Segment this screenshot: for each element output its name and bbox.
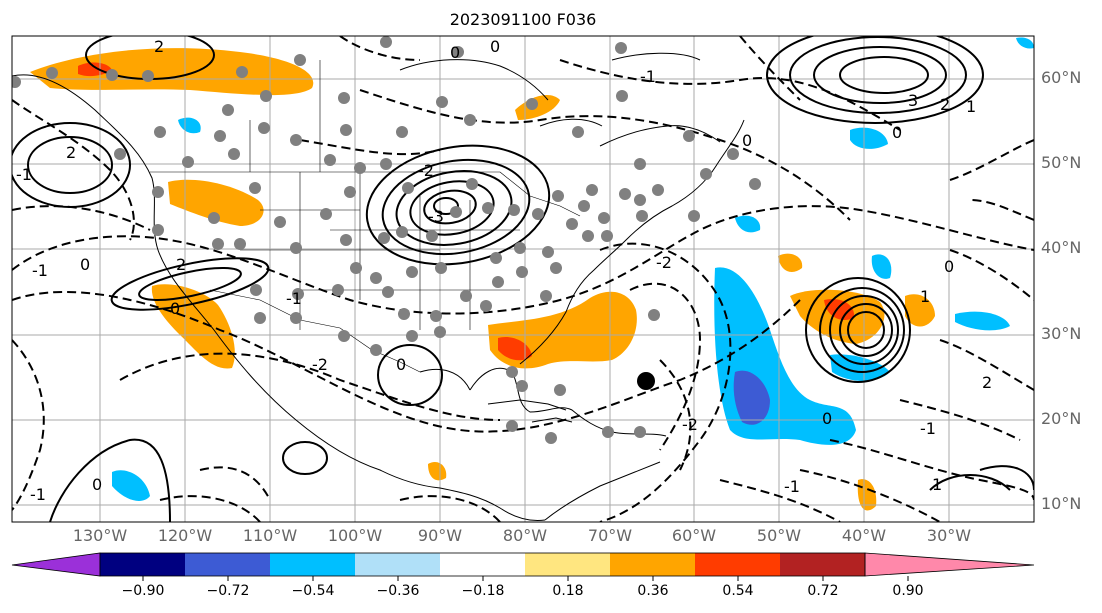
contour-label: 2 [982, 373, 992, 392]
contour-label: 3 [908, 91, 918, 110]
contour-label: 0 [450, 43, 460, 62]
colorbar-tick-label: 0.36 [637, 583, 669, 599]
contour-label: -1 [640, 67, 656, 86]
colorbar-segment [695, 553, 780, 576]
shade-negative-small-3 [1016, 37, 1034, 49]
contour-label: -1 [16, 165, 32, 184]
shade-positive-sw [151, 284, 235, 369]
colorbar-segment [100, 553, 185, 576]
contour-label: 0 [92, 475, 102, 494]
highlight-marker [637, 372, 655, 390]
shade-positive-east [905, 294, 935, 327]
shade-negative-atlantic-core [733, 370, 770, 425]
contour-label-group: 2 0 0 -1 3 2 1 0 0 2 -1 -1 0 2 0 -1 0 -3… [16, 37, 992, 504]
shade-negative-small-1 [178, 117, 201, 134]
shade-positive-west [168, 179, 264, 226]
contour-label: -1 [30, 485, 46, 504]
contour-label: -2 [418, 161, 434, 180]
contour-label: 0 [944, 257, 954, 276]
lat-label-30n: 30°N [1041, 324, 1082, 343]
colorbar-segment [525, 553, 610, 576]
map-frame [11, 35, 1035, 523]
lat-label-50n: 50°N [1041, 153, 1082, 172]
shaded-fields [30, 37, 1034, 511]
lon-label-90w: 90°W [417, 526, 463, 545]
shade-negative-storm [830, 354, 890, 381]
colorbar [11, 552, 1035, 581]
colorbar-segment [440, 553, 525, 576]
lon-label-80w: 80°W [502, 526, 548, 545]
shade-negative-north [850, 127, 888, 149]
colorbar-tick-label: 0.18 [552, 583, 584, 599]
lon-label-50w: 50°W [756, 526, 802, 545]
colorbar-tick-label: 0.72 [807, 583, 839, 599]
lat-label-40n: 40°N [1041, 238, 1082, 257]
colorbar-segment [270, 553, 355, 576]
colorbar-tick-label: 0.54 [722, 583, 754, 599]
contour-label: 2 [66, 143, 76, 162]
lon-label-30w: 30°W [926, 526, 972, 545]
contour-label: 0 [490, 37, 500, 56]
colorbar-tick-label: 0.90 [892, 583, 924, 599]
contour-label: -2 [656, 253, 672, 272]
shade-positive-nw-core [78, 62, 112, 77]
contour-label: -1 [286, 289, 302, 308]
lon-label-120w: 120°W [157, 526, 213, 545]
colorbar-segment [185, 553, 270, 576]
shade-positive-small-2 [428, 461, 447, 481]
contour-label: -2 [682, 415, 698, 434]
colorbar-extend-right [864, 552, 1035, 577]
lat-label-60n: 60°N [1041, 68, 1082, 87]
shade-negative-east-2 [871, 254, 892, 279]
shade-positive-gulf-core [498, 336, 532, 361]
shade-negative-small-2 [112, 470, 150, 501]
colorbar-tick-label: −0.36 [376, 583, 420, 599]
shade-positive-small-1 [778, 253, 803, 272]
contour-label: 2 [154, 37, 164, 56]
shade-positive-labrador [515, 95, 560, 120]
contour-label: 1 [966, 97, 976, 116]
shade-positive-nw [30, 48, 314, 96]
colorbar-tick-label: −0.18 [461, 583, 505, 599]
lat-label-20n: 20°N [1041, 409, 1082, 428]
grid-lines [12, 36, 1034, 522]
map-title: 2023091100 F036 [449, 10, 597, 29]
dashed-contours [12, 36, 1034, 522]
shade-negative-east-1 [955, 311, 1010, 331]
observation-markers [12, 36, 761, 444]
contour-label: -2 [312, 355, 328, 374]
lon-label-70w: 70°W [587, 526, 633, 545]
contour-label: 0 [822, 409, 832, 428]
shade-negative-small-4 [735, 215, 761, 233]
shade-positive-storm-core [824, 298, 855, 320]
lon-label-110w: 110°W [242, 526, 298, 545]
colorbar-segment [355, 553, 440, 576]
contour-label: 1 [932, 475, 942, 494]
contour-label: 1 [920, 287, 930, 306]
contour-label: -3 [428, 207, 444, 226]
colorbar-tick-label: −0.90 [121, 583, 165, 599]
lon-label-100w: 100°W [327, 526, 383, 545]
contour-label: 2 [176, 255, 186, 274]
contour-label: 0 [80, 255, 90, 274]
colorbar-segment [780, 553, 865, 576]
colorbar-extend-left [11, 552, 101, 577]
lon-label-130w: 130°W [72, 526, 128, 545]
contour-label: 0 [170, 299, 180, 318]
colorbar-tick-label: −0.54 [291, 583, 335, 599]
lon-label-60w: 60°W [671, 526, 717, 545]
contour-label: 2 [940, 95, 950, 114]
colorbar-segment [610, 553, 695, 576]
lat-label-10n: 10°N [1041, 494, 1082, 513]
contour-label: -1 [32, 261, 48, 280]
colorbar-tick-label: −0.72 [206, 583, 250, 599]
contour-label: -1 [920, 419, 936, 438]
contour-label: -1 [784, 477, 800, 496]
lon-label-40w: 40°W [841, 526, 887, 545]
contour-label: 0 [742, 131, 752, 150]
contour-label: 0 [396, 355, 406, 374]
contour-label: 0 [892, 123, 902, 142]
